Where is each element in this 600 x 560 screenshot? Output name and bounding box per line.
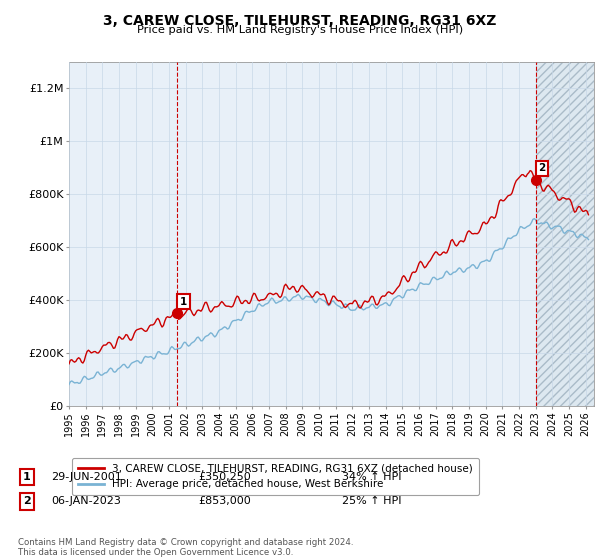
Text: 2: 2: [23, 496, 31, 506]
Text: £350,250: £350,250: [198, 472, 251, 482]
Text: 34% ↑ HPI: 34% ↑ HPI: [342, 472, 401, 482]
Text: 3, CAREW CLOSE, TILEHURST, READING, RG31 6XZ: 3, CAREW CLOSE, TILEHURST, READING, RG31…: [103, 14, 497, 28]
Bar: [536, 62, 594, 406]
Text: Contains HM Land Registry data © Crown copyright and database right 2024.
This d: Contains HM Land Registry data © Crown c…: [18, 538, 353, 557]
Text: £853,000: £853,000: [198, 496, 251, 506]
Text: Price paid vs. HM Land Registry's House Price Index (HPI): Price paid vs. HM Land Registry's House …: [137, 25, 463, 35]
Text: 29-JUN-2001: 29-JUN-2001: [51, 472, 122, 482]
Bar: [536, 62, 594, 406]
Text: 2: 2: [539, 164, 546, 174]
Text: 1: 1: [179, 297, 187, 306]
Legend: 3, CAREW CLOSE, TILEHURST, READING, RG31 6XZ (detached house), HPI: Average pric: 3, CAREW CLOSE, TILEHURST, READING, RG31…: [71, 458, 479, 496]
Text: 25% ↑ HPI: 25% ↑ HPI: [342, 496, 401, 506]
Text: 1: 1: [23, 472, 31, 482]
Text: 06-JAN-2023: 06-JAN-2023: [51, 496, 121, 506]
